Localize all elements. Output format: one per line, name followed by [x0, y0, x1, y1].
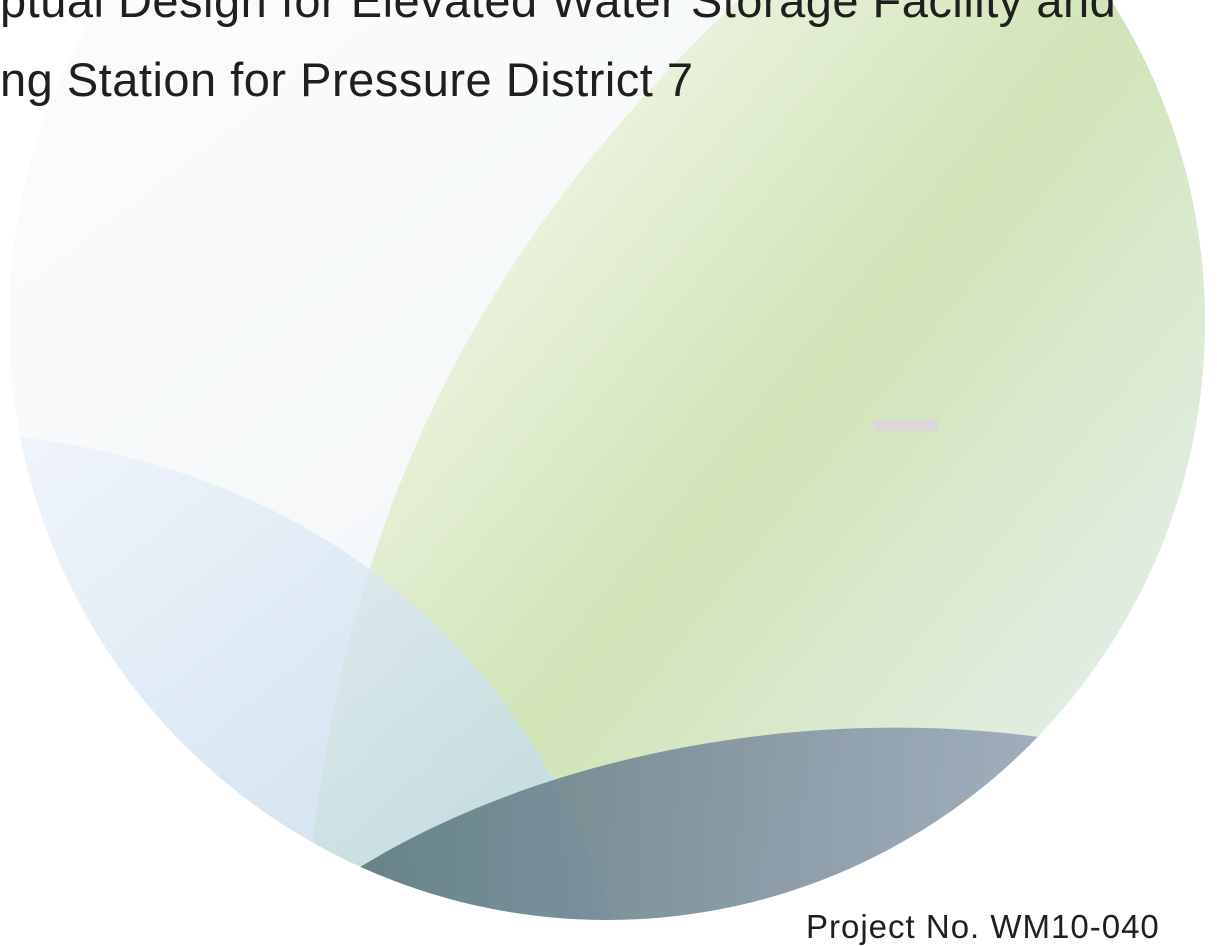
project-number: Project No. WM10-040 [806, 908, 1160, 946]
disc [0, 0, 1217, 926]
small-bar [874, 420, 938, 431]
cover-page: ptual Design for Elevated Water Storage … [0, 0, 1217, 926]
cover-graphic [0, 0, 1217, 926]
title-line: ptual Design for Elevated Water Storage … [0, 0, 1116, 28]
title-line: ng Station for Pressure District 7 [0, 52, 694, 107]
